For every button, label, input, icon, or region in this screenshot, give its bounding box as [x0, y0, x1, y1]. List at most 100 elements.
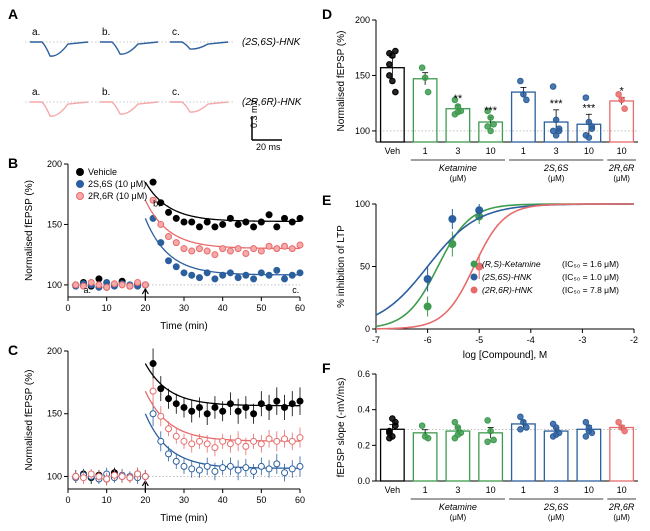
svg-text:3: 3	[455, 146, 460, 156]
svg-text:**: **	[454, 93, 463, 105]
svg-text:20: 20	[140, 303, 150, 313]
svg-text:3: 3	[554, 146, 559, 156]
svg-text:100: 100	[355, 199, 370, 209]
svg-text:-4: -4	[527, 335, 535, 345]
svg-text:10: 10	[486, 146, 496, 156]
svg-text:(IC₅₀ = 7.8 μM): (IC₅₀ = 7.8 μM)	[562, 285, 619, 295]
svg-text:2R,6R (10 μM): 2R,6R (10 μM)	[88, 191, 147, 201]
svg-text:20 ms: 20 ms	[256, 142, 281, 152]
svg-text:150: 150	[47, 409, 62, 419]
svg-text:***: ***	[484, 105, 498, 117]
svg-text:Ketamine: Ketamine	[439, 163, 477, 173]
svg-text:150: 150	[355, 70, 370, 80]
svg-text:0.4: 0.4	[357, 405, 370, 415]
svg-text:40: 40	[218, 495, 228, 505]
svg-text:a.: a.	[32, 27, 40, 38]
svg-text:30: 30	[179, 495, 189, 505]
svg-text:60: 60	[295, 303, 305, 313]
svg-text:(2S,6S)-HNK: (2S,6S)-HNK	[482, 272, 532, 282]
panel-c-chart: 100 150 200 0 10 20 30 40 50 60 Time (min) Normalis…	[20, 345, 310, 525]
svg-text:0.0: 0.0	[357, 476, 370, 486]
svg-text:-7: -7	[372, 335, 380, 345]
svg-text:Normalised fEPSP (%): Normalised fEPSP (%)	[24, 180, 35, 281]
panel-d-chart: 100150200Normalised fEPSP (%)Veh13**10**…	[332, 10, 644, 190]
svg-text:(μM): (μM)	[613, 174, 630, 183]
svg-text:10: 10	[584, 146, 594, 156]
svg-text:20: 20	[140, 495, 150, 505]
svg-text:10: 10	[486, 485, 496, 495]
svg-text:100: 100	[355, 126, 370, 136]
svg-text:50: 50	[256, 303, 266, 313]
svg-text:a.: a.	[32, 87, 40, 98]
svg-text:-6: -6	[424, 335, 432, 345]
svg-text:200: 200	[355, 15, 370, 25]
svg-text:50: 50	[256, 495, 266, 505]
svg-text:Veh: Veh	[385, 485, 401, 495]
svg-text:10: 10	[617, 146, 627, 156]
panel-a-label: A	[8, 6, 18, 22]
svg-text:Time (min): Time (min)	[160, 513, 207, 524]
svg-text:100: 100	[47, 471, 62, 481]
svg-text:(μM): (μM)	[613, 513, 630, 522]
svg-text:100: 100	[47, 280, 62, 290]
svg-text:1: 1	[423, 485, 428, 495]
panel-e-label: E	[322, 192, 331, 208]
svg-text:(IC₅₀ = 1.6 μM): (IC₅₀ = 1.6 μM)	[562, 259, 619, 269]
panel-d-label: D	[322, 6, 332, 22]
svg-text:150: 150	[47, 219, 62, 229]
svg-text:-5: -5	[475, 335, 483, 345]
svg-text:0: 0	[65, 303, 70, 313]
svg-text:(2S,6S)-HNK: (2S,6S)-HNK	[242, 37, 302, 48]
svg-text:Ketamine: Ketamine	[439, 502, 477, 512]
svg-text:Vehicle: Vehicle	[88, 167, 117, 177]
svg-text:b.: b.	[153, 198, 161, 208]
panel-b-label: B	[8, 155, 18, 171]
svg-text:Veh: Veh	[385, 146, 401, 156]
panel-c-label: C	[8, 342, 18, 358]
svg-text:Normalised fEPSP (%): Normalised fEPSP (%)	[336, 31, 347, 132]
svg-text:(μM): (μM)	[450, 174, 467, 183]
svg-text:b.: b.	[102, 27, 110, 38]
svg-text:*: *	[619, 85, 624, 97]
svg-text:2R,6R: 2R,6R	[608, 163, 635, 173]
svg-text:0.2: 0.2	[357, 440, 370, 450]
svg-text:10: 10	[102, 495, 112, 505]
svg-text:10: 10	[617, 485, 627, 495]
panel-f-chart: 0.00.20.40.6fEPSP slope (-mV/ms)Veh13101…	[332, 364, 644, 529]
svg-text:b.: b.	[102, 87, 110, 98]
svg-text:60: 60	[295, 495, 305, 505]
svg-text:-2: -2	[630, 335, 638, 345]
svg-text:10: 10	[102, 303, 112, 313]
svg-text:(μM): (μM)	[548, 513, 565, 522]
svg-text:2S,6S (10 μM): 2S,6S (10 μM)	[88, 179, 146, 189]
svg-text:(2R,6R)-HNK: (2R,6R)-HNK	[482, 285, 533, 295]
panel-f-label: F	[322, 360, 331, 376]
svg-text:c.: c.	[172, 87, 180, 98]
svg-text:3: 3	[554, 485, 559, 495]
svg-text:0.6: 0.6	[357, 369, 370, 379]
panel-b-chart: 1001502000102030405060Time (min)Normalis…	[20, 158, 310, 333]
svg-text:a.: a.	[83, 285, 91, 295]
svg-text:-3: -3	[578, 335, 586, 345]
svg-text:0: 0	[65, 495, 70, 505]
svg-text:log [Compound], M: log [Compound], M	[463, 350, 548, 361]
svg-text:2S,6S: 2S,6S	[543, 502, 569, 512]
svg-text:1: 1	[423, 146, 428, 156]
panel-a-traces: a.b.c.a.b.c.(2S,6S)-HNK(2R,6R)-HNK0.3 mV…	[20, 12, 310, 152]
svg-text:200: 200	[47, 346, 62, 356]
svg-text:2S,6S: 2S,6S	[543, 163, 569, 173]
svg-text:***: ***	[582, 102, 596, 114]
svg-text:(R,S)-Ketamine: (R,S)-Ketamine	[482, 259, 541, 269]
svg-text:(μM): (μM)	[548, 174, 565, 183]
svg-text:10: 10	[584, 485, 594, 495]
svg-text:(μM): (μM)	[450, 513, 467, 522]
svg-text:***: ***	[550, 98, 564, 110]
svg-text:50: 50	[360, 262, 370, 272]
svg-text:1: 1	[521, 146, 526, 156]
svg-text:(IC₅₀ = 1.0 μM): (IC₅₀ = 1.0 μM)	[562, 272, 619, 282]
svg-text:c.: c.	[172, 27, 180, 38]
svg-text:0.3 mV: 0.3 mV	[249, 99, 259, 128]
svg-text:Normalised fEPSP (%): Normalised fEPSP (%)	[24, 370, 35, 471]
svg-text:200: 200	[47, 159, 62, 169]
panel-e-chart: 050100-7-6-5-4-3-2log [Compound], M% inh…	[332, 196, 644, 361]
